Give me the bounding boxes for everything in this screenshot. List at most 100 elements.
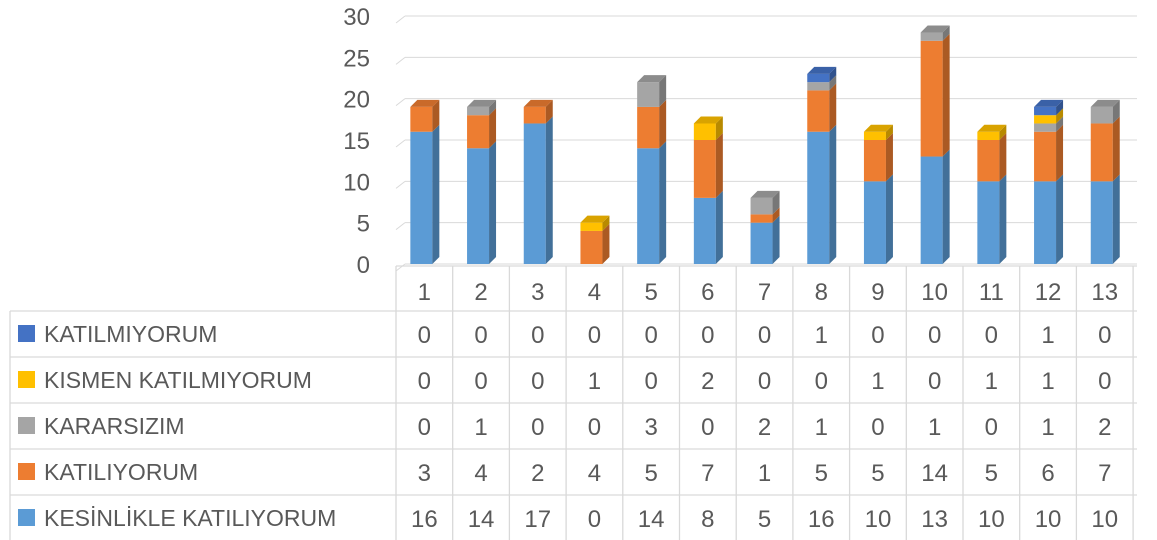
- bar-side: [715, 190, 723, 264]
- bar-side: [602, 215, 610, 231]
- table-cell-value: 13: [921, 506, 948, 533]
- y-tick-label: 30: [343, 4, 370, 31]
- bar-front: [750, 197, 773, 215]
- table-cell-value: 0: [928, 368, 941, 395]
- table-cell-value: 14: [468, 506, 495, 533]
- bar-segment: [467, 141, 497, 264]
- bar-front: [1090, 181, 1113, 264]
- table-cell-value: 1: [928, 414, 941, 441]
- bar-side: [545, 99, 553, 124]
- category-label: 11: [979, 279, 1004, 306]
- bar-segment: [523, 99, 553, 124]
- bar-segment: [807, 75, 837, 91]
- table-cell-value: 0: [1098, 322, 1111, 349]
- bar-side: [829, 83, 837, 132]
- bar-side: [659, 141, 667, 264]
- bar-segment: [580, 215, 610, 231]
- y-axis: 0 5 10 15 20 25 30: [343, 4, 370, 279]
- bar-segment: [693, 116, 723, 140]
- bar-side: [1056, 108, 1064, 124]
- bar-front: [750, 214, 773, 223]
- bar-front: [863, 140, 886, 182]
- series-label: KARARSIZIM: [44, 413, 185, 439]
- bar-side: [942, 149, 950, 264]
- bar-front: [693, 197, 716, 264]
- bar-front: [637, 106, 660, 149]
- series-label: KATILIYORUM: [44, 459, 198, 485]
- table-cell-value: 14: [921, 460, 948, 487]
- bar-front: [1034, 181, 1057, 264]
- y-tick-label: 0: [357, 252, 370, 279]
- table-cell-value: 0: [928, 322, 941, 349]
- gridline-diagonal: [395, 263, 406, 272]
- table-cell-value: 0: [644, 368, 657, 395]
- bar-segment: [1034, 124, 1064, 182]
- table-cell-value: 0: [588, 414, 601, 441]
- bar-segment: [807, 66, 837, 83]
- table-cell-value: 2: [701, 368, 714, 395]
- table-cell-value: 5: [644, 460, 657, 487]
- bar-side: [659, 99, 667, 149]
- category-label: 3: [531, 279, 544, 306]
- bar-segment: [1090, 99, 1120, 124]
- bar-side: [942, 33, 950, 157]
- bar-front: [467, 148, 490, 264]
- y-tick-label: 25: [343, 45, 370, 72]
- category-label: 1: [418, 279, 431, 306]
- bar-side: [602, 223, 610, 264]
- table-cell-value: 0: [474, 322, 487, 349]
- category-label: 4: [588, 279, 601, 306]
- table-cell-value: 7: [701, 460, 714, 487]
- bar-top: [580, 215, 610, 223]
- bar-front: [523, 123, 546, 264]
- bar-top: [863, 124, 893, 132]
- bar-top: [523, 99, 553, 107]
- table-cell-value: 8: [701, 506, 714, 533]
- table-cell-value: 1: [474, 414, 487, 441]
- table-cell-value: 10: [1035, 506, 1062, 533]
- table-cell-value: 2: [531, 460, 544, 487]
- table-cell-value: 16: [808, 506, 835, 533]
- bar-segment: [693, 190, 723, 264]
- bar-front: [920, 156, 943, 264]
- table-cell-value: 0: [871, 414, 884, 441]
- bar-side: [432, 99, 440, 132]
- bar-front: [523, 106, 546, 124]
- gridline-diagonal: [395, 222, 406, 231]
- table-cell-value: 1: [871, 368, 884, 395]
- bar-segment: [750, 207, 780, 223]
- table-cell-value: 5: [871, 460, 884, 487]
- bar-front: [1034, 131, 1057, 182]
- bar-side: [432, 124, 440, 264]
- table-cell-value: 0: [418, 368, 431, 395]
- series-label: KATILMIYORUM: [44, 321, 217, 347]
- bar-front: [693, 123, 716, 140]
- y-tick-label: 10: [343, 169, 370, 196]
- bars: [410, 25, 1120, 264]
- table-cell-value: 0: [758, 368, 771, 395]
- bar-segment: [637, 99, 667, 149]
- bar-front: [977, 131, 1000, 140]
- table-cell-value: 0: [871, 322, 884, 349]
- bar-segment: [1090, 116, 1120, 182]
- bar-front: [750, 222, 773, 264]
- bar-top: [693, 116, 723, 124]
- bar-front: [693, 140, 716, 198]
- legend-key: [18, 325, 35, 342]
- bar-side: [772, 190, 780, 215]
- table-cell-value: 0: [644, 322, 657, 349]
- table-cell-value: 1: [758, 460, 771, 487]
- table-cell-value: 6: [1041, 460, 1054, 487]
- bar-top: [467, 99, 497, 107]
- table-cell-value: 1: [985, 368, 998, 395]
- bar-front: [920, 32, 943, 41]
- bar-segment: [920, 149, 950, 264]
- bar-top: [1090, 99, 1120, 107]
- table-cell-value: 1: [1041, 368, 1054, 395]
- table-cell-value: 0: [418, 322, 431, 349]
- table-cell-value: 10: [865, 506, 892, 533]
- legend-key: [18, 509, 35, 526]
- table-cell-value: 0: [701, 414, 714, 441]
- category-label: 2: [474, 279, 487, 306]
